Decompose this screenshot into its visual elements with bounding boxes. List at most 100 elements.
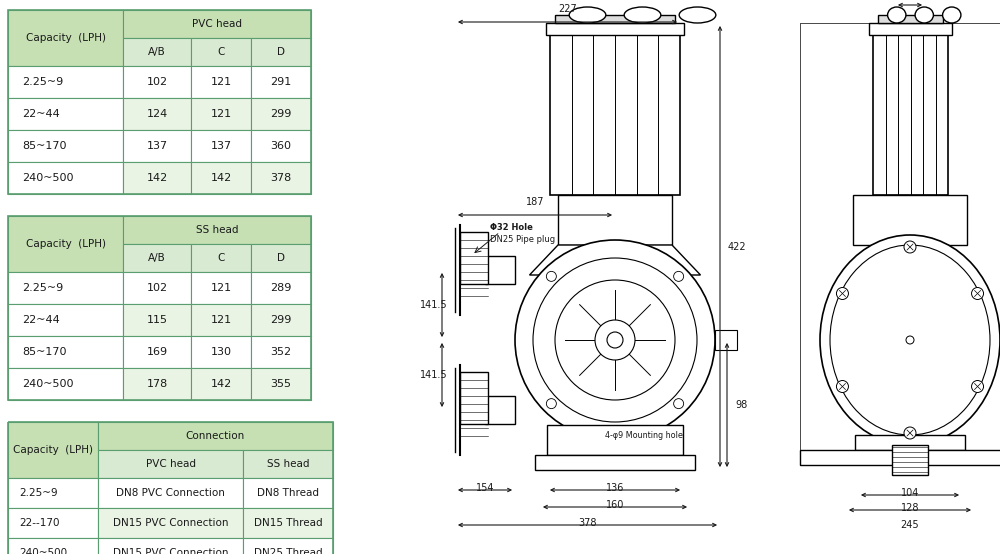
Text: 378: 378: [270, 173, 292, 183]
Circle shape: [906, 336, 914, 344]
Text: DN8 PVC Connection: DN8 PVC Connection: [116, 488, 225, 498]
Text: D: D: [277, 47, 285, 57]
Ellipse shape: [888, 7, 906, 23]
Circle shape: [533, 258, 697, 422]
Bar: [800, 450, 1000, 465]
Bar: [460, 232, 488, 284]
Circle shape: [515, 240, 715, 440]
Text: 227: 227: [558, 4, 577, 14]
Bar: [550, 35, 680, 195]
Text: 115: 115: [146, 315, 168, 325]
Bar: [8, 216, 123, 272]
Circle shape: [674, 399, 684, 409]
Bar: [251, 38, 311, 66]
Text: 85~170: 85~170: [22, 347, 66, 357]
Text: 178: 178: [146, 379, 168, 389]
Ellipse shape: [569, 7, 606, 23]
Bar: [243, 478, 333, 508]
Text: 291: 291: [270, 77, 292, 87]
Bar: [123, 130, 191, 162]
Text: 2.25~9: 2.25~9: [22, 77, 63, 87]
Bar: [98, 508, 243, 538]
Bar: [123, 10, 311, 38]
Text: 137: 137: [146, 141, 168, 151]
Text: Connection: Connection: [186, 431, 245, 441]
Bar: [8, 272, 123, 304]
Text: Capacity  (LPH): Capacity (LPH): [13, 445, 93, 455]
Text: 169: 169: [146, 347, 168, 357]
Text: C: C: [217, 253, 225, 263]
Text: 360: 360: [270, 141, 292, 151]
Bar: [123, 304, 191, 336]
Bar: [191, 304, 251, 336]
Text: 98: 98: [735, 400, 747, 410]
Text: 121: 121: [210, 77, 232, 87]
Bar: [98, 450, 243, 478]
Bar: [8, 336, 123, 368]
Ellipse shape: [624, 7, 661, 23]
Text: DN25 Thread: DN25 Thread: [254, 548, 322, 554]
Bar: [853, 195, 967, 245]
Text: 245: 245: [901, 520, 919, 530]
Text: 136: 136: [606, 483, 624, 493]
Text: 240~500: 240~500: [22, 173, 73, 183]
Bar: [123, 38, 191, 66]
Text: 142: 142: [210, 173, 232, 183]
Text: DN15 PVC Connection: DN15 PVC Connection: [113, 518, 228, 528]
Text: 22~44: 22~44: [22, 315, 60, 325]
Bar: [191, 368, 251, 400]
Bar: [251, 130, 311, 162]
Text: 299: 299: [270, 109, 292, 119]
Text: 142: 142: [210, 379, 232, 389]
Text: D: D: [277, 253, 285, 263]
Text: 352: 352: [270, 347, 292, 357]
Bar: [191, 162, 251, 194]
Text: DN25 Pipe plug: DN25 Pipe plug: [490, 235, 555, 244]
Text: 124: 124: [146, 109, 168, 119]
Bar: [251, 272, 311, 304]
Text: 422: 422: [728, 242, 747, 252]
Bar: [191, 272, 251, 304]
Text: 187: 187: [526, 197, 544, 207]
Bar: [191, 98, 251, 130]
Text: A/B: A/B: [148, 253, 166, 263]
Bar: [558, 195, 672, 245]
Text: 355: 355: [270, 379, 292, 389]
Bar: [892, 445, 928, 475]
Text: 104: 104: [901, 488, 919, 498]
Text: DN8 Thread: DN8 Thread: [257, 488, 319, 498]
Text: 154: 154: [476, 483, 494, 493]
Ellipse shape: [915, 7, 933, 23]
Text: DN15 PVC Connection: DN15 PVC Connection: [113, 548, 228, 554]
Bar: [191, 130, 251, 162]
Bar: [251, 368, 311, 400]
Circle shape: [607, 332, 623, 348]
Text: 142: 142: [146, 173, 168, 183]
Bar: [535, 455, 695, 470]
Text: 128: 128: [901, 503, 919, 513]
Bar: [8, 216, 311, 400]
Bar: [243, 508, 333, 538]
Bar: [8, 130, 123, 162]
Text: 130: 130: [210, 347, 232, 357]
Bar: [243, 538, 333, 554]
Bar: [123, 272, 191, 304]
Ellipse shape: [820, 235, 1000, 445]
Text: C: C: [217, 47, 225, 57]
Circle shape: [904, 241, 916, 253]
Circle shape: [674, 271, 684, 281]
Bar: [123, 368, 191, 400]
Bar: [485, 396, 515, 424]
Ellipse shape: [679, 7, 716, 23]
Ellipse shape: [830, 245, 990, 435]
Circle shape: [972, 288, 984, 300]
Bar: [243, 450, 333, 478]
Bar: [123, 336, 191, 368]
Bar: [8, 10, 123, 66]
Text: SS head: SS head: [267, 459, 309, 469]
Text: 141.5: 141.5: [420, 300, 448, 310]
Bar: [123, 244, 191, 272]
Text: A/B: A/B: [148, 47, 166, 57]
Bar: [800, 23, 1000, 465]
Bar: [546, 23, 684, 35]
